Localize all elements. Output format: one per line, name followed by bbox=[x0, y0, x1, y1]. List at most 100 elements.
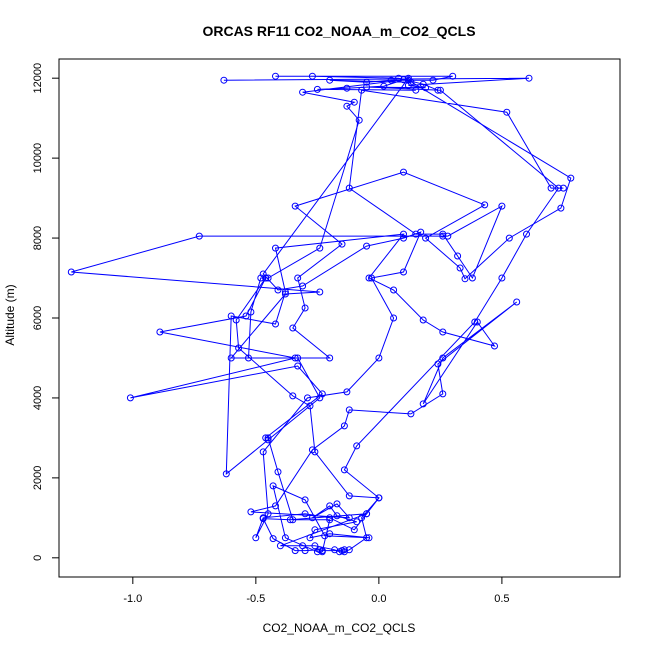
data-point bbox=[294, 362, 302, 370]
data-point bbox=[264, 434, 272, 442]
data-point bbox=[291, 354, 299, 362]
data-point bbox=[252, 534, 260, 542]
data-point bbox=[473, 318, 481, 326]
data-point bbox=[363, 78, 371, 86]
data-point bbox=[308, 72, 316, 80]
data-point bbox=[439, 354, 447, 362]
data-point bbox=[454, 252, 462, 260]
data-point bbox=[400, 268, 407, 276]
data-point bbox=[400, 76, 407, 84]
series-line bbox=[71, 79, 572, 553]
data-point bbox=[439, 328, 447, 336]
data-point bbox=[350, 526, 358, 534]
data-point bbox=[338, 240, 346, 248]
y-axis-label: Altitude (m) bbox=[3, 284, 17, 345]
data-point bbox=[345, 492, 353, 500]
data-point bbox=[318, 548, 326, 556]
data-point bbox=[299, 282, 307, 290]
data-point bbox=[245, 354, 252, 362]
y-tick-label: 0 bbox=[32, 555, 44, 561]
data-point bbox=[439, 230, 447, 238]
data-point bbox=[304, 394, 311, 402]
chart-title: ORCAS RF11 CO2_NOAA_m_CO2_QCLS bbox=[202, 23, 475, 39]
data-point bbox=[363, 510, 371, 518]
data-point bbox=[242, 312, 250, 320]
data-point bbox=[294, 274, 302, 282]
data-point bbox=[274, 468, 282, 476]
data-point bbox=[333, 512, 341, 520]
data-point bbox=[456, 264, 464, 272]
data-point bbox=[407, 410, 415, 418]
data-point bbox=[316, 288, 324, 296]
data-point bbox=[306, 402, 314, 410]
data-point bbox=[299, 542, 307, 550]
x-axis-label: CO2_NOAA_m_CO2_QCLS bbox=[263, 621, 416, 635]
data-point bbox=[272, 72, 279, 80]
data-point bbox=[259, 270, 267, 278]
data-point bbox=[259, 514, 267, 522]
data-point bbox=[419, 316, 427, 324]
x-tick-label: -1.0 bbox=[123, 593, 142, 605]
y-tick-label: 10000 bbox=[32, 143, 44, 174]
data-point bbox=[449, 72, 457, 80]
data-point bbox=[326, 76, 334, 84]
data-point bbox=[387, 76, 395, 84]
data-point bbox=[326, 530, 334, 538]
data-point bbox=[400, 234, 407, 242]
data-point bbox=[439, 232, 447, 240]
data-point bbox=[434, 360, 442, 368]
x-tick-label: 0.0 bbox=[371, 593, 386, 605]
data-point bbox=[331, 546, 339, 554]
data-point bbox=[333, 500, 341, 508]
data-point bbox=[313, 548, 321, 556]
data-point bbox=[311, 542, 319, 550]
series-layer bbox=[67, 72, 575, 556]
data-point bbox=[350, 98, 358, 106]
data-point bbox=[513, 298, 521, 306]
data-point bbox=[380, 82, 388, 90]
data-point bbox=[567, 174, 575, 182]
data-point bbox=[313, 85, 321, 93]
data-point bbox=[412, 86, 420, 94]
data-point bbox=[264, 510, 272, 518]
data-point bbox=[368, 274, 375, 282]
data-point bbox=[390, 286, 398, 294]
data-point bbox=[375, 494, 383, 502]
y-axis: 0 2000 4000 6000 8000 10000 12000 bbox=[32, 63, 60, 561]
data-point bbox=[404, 74, 412, 82]
data-point bbox=[220, 76, 228, 84]
data-point bbox=[375, 354, 383, 362]
data-point bbox=[126, 394, 134, 402]
data-point bbox=[291, 202, 299, 210]
data-point bbox=[264, 436, 272, 444]
data-point bbox=[316, 394, 324, 402]
series-3 bbox=[232, 72, 457, 556]
data-point bbox=[422, 234, 430, 242]
x-tick-label: 0.5 bbox=[494, 593, 509, 605]
data-point bbox=[291, 547, 299, 555]
data-point bbox=[481, 201, 489, 209]
data-point bbox=[281, 290, 289, 298]
data-point bbox=[358, 514, 366, 522]
data-point bbox=[272, 244, 279, 252]
data-point bbox=[269, 482, 277, 490]
data-point bbox=[272, 502, 279, 510]
data-point bbox=[439, 390, 447, 398]
data-point bbox=[289, 516, 297, 524]
data-point bbox=[525, 74, 533, 82]
data-point bbox=[419, 80, 427, 88]
data-point bbox=[557, 204, 565, 212]
data-point bbox=[235, 344, 243, 352]
data-point bbox=[523, 230, 530, 238]
data-point bbox=[247, 308, 255, 316]
data-point bbox=[505, 234, 513, 242]
data-point bbox=[272, 320, 279, 328]
data-point bbox=[355, 116, 363, 124]
data-point bbox=[400, 168, 407, 176]
data-point bbox=[276, 542, 284, 550]
data-point bbox=[264, 274, 272, 282]
data-point bbox=[156, 328, 164, 336]
data-point bbox=[343, 84, 351, 92]
data-point bbox=[301, 496, 309, 504]
data-point bbox=[468, 274, 476, 282]
